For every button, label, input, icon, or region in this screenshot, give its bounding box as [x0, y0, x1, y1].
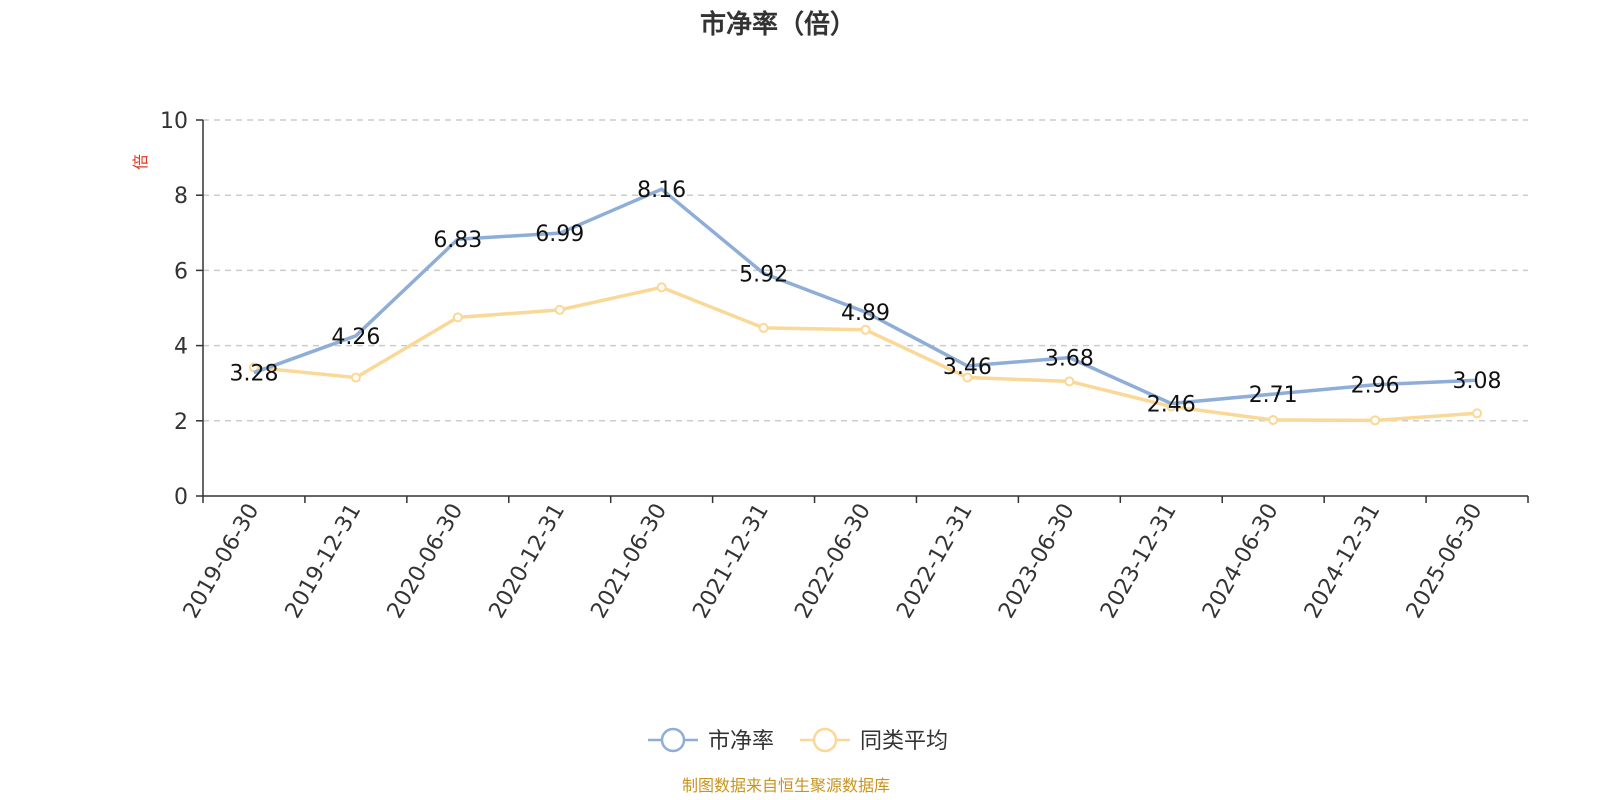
data-label: 6.99 [535, 222, 584, 247]
legend-label-1: 同类平均 [860, 729, 948, 754]
data-label: 3.28 [229, 362, 278, 387]
legend-marker-0 [660, 727, 686, 753]
series-point-1 [452, 312, 463, 323]
x-tick-label: 2023-12-31 [1096, 500, 1182, 623]
data-label: 5.92 [739, 262, 788, 287]
series-point-1 [962, 372, 973, 383]
data-label: 2.96 [1351, 374, 1400, 399]
data-label: 3.68 [1045, 347, 1094, 372]
chart-title: 市净率（倍） [700, 9, 856, 40]
y-tick-label: 0 [174, 485, 188, 510]
data-label: 4.89 [841, 301, 890, 326]
y-tick-label: 4 [174, 335, 188, 360]
series-point-1 [758, 322, 769, 333]
y-tick-label: 8 [174, 184, 188, 209]
x-axis-ticks: 2019-06-30 2019-12-31 2020-06-30 2020-12-31… [179, 500, 1488, 623]
y-tick-label: 2 [174, 410, 188, 435]
y-axis-ticks: 0 2 4 6 8 10 [160, 109, 188, 510]
series-point-1 [1064, 376, 1075, 387]
x-tick-label: 2025-06-30 [1402, 500, 1488, 623]
data-label: 4.26 [331, 325, 380, 350]
grid-lines [203, 119, 1528, 422]
series-point-1 [860, 324, 871, 335]
x-tick-label: 2022-12-31 [892, 500, 978, 623]
data-label: 3.08 [1453, 369, 1502, 394]
data-label: 8.16 [637, 178, 686, 203]
x-tick-label: 2019-06-30 [179, 500, 265, 623]
data-label: 3.46 [943, 355, 992, 380]
y-tick-label: 6 [174, 259, 188, 284]
series-point-1 [350, 372, 361, 383]
legend-marker-1 [812, 727, 838, 753]
series-point-1 [1268, 415, 1279, 426]
x-tick-label: 2024-06-30 [1198, 500, 1284, 623]
x-tick-label: 2020-12-31 [485, 500, 571, 623]
x-tick-label: 2023-06-30 [994, 500, 1080, 623]
series-point-1 [656, 282, 667, 293]
data-label: 2.46 [1147, 393, 1196, 418]
series-lines [248, 187, 1483, 426]
axes [196, 119, 1529, 503]
series-point-1 [1472, 408, 1483, 419]
x-tick-label: 2019-12-31 [281, 500, 367, 623]
source-note: 制图数据来自恒生聚源数据库 [682, 776, 890, 795]
data-label: 6.83 [433, 228, 482, 253]
x-tick-label: 2024-12-31 [1300, 500, 1386, 623]
series-point-1 [554, 304, 565, 315]
series-point-1 [1370, 415, 1381, 426]
legend-label-0: 市净率 [708, 729, 774, 754]
series-line-0 [253, 187, 1478, 406]
legend: 市净率 同类平均 [648, 727, 948, 754]
x-tick-label: 2021-12-31 [688, 500, 774, 623]
x-tick-label: 2021-06-30 [586, 500, 672, 623]
data-labels: 3.28 4.26 6.83 6.99 8.16 5.92 4.89 3.46 3.68 2.46… [229, 178, 1501, 417]
data-label: 2.71 [1249, 383, 1298, 408]
x-tick-label: 2022-06-30 [790, 500, 876, 623]
x-tick-label: 2020-06-30 [383, 500, 469, 623]
y-axis-unit: 倍 [131, 154, 150, 170]
y-tick-label: 10 [160, 109, 188, 134]
